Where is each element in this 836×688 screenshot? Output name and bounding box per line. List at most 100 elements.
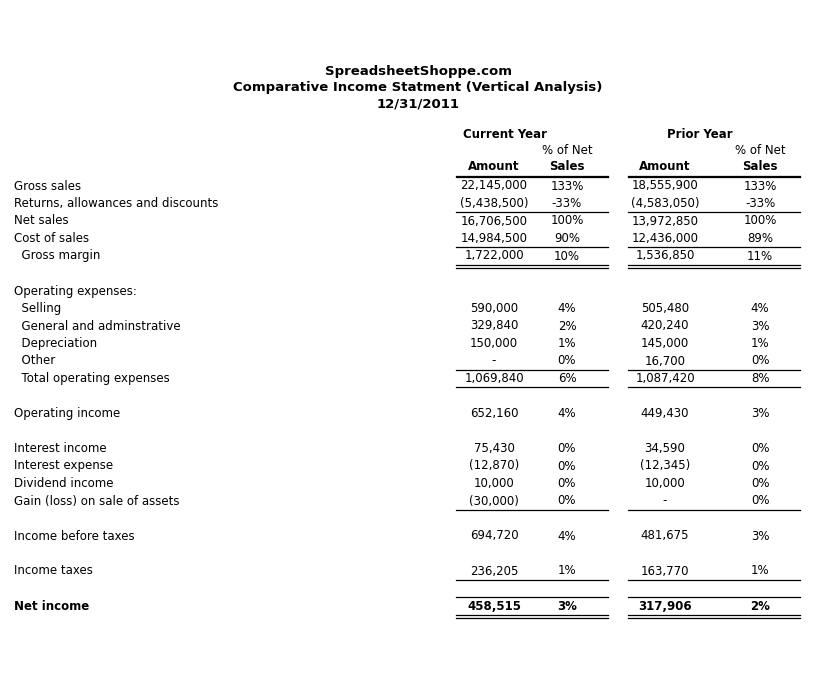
Text: 590,000: 590,000: [469, 302, 517, 315]
Text: Sales: Sales: [548, 160, 584, 173]
Text: 16,706,500: 16,706,500: [460, 215, 527, 228]
Text: 236,205: 236,205: [469, 564, 517, 577]
Text: Net sales: Net sales: [14, 215, 69, 228]
Text: Interest income: Interest income: [14, 442, 106, 455]
Text: Total operating expenses: Total operating expenses: [14, 372, 170, 385]
Text: -: -: [492, 354, 496, 367]
Text: 10,000: 10,000: [473, 477, 514, 490]
Text: 420,240: 420,240: [640, 319, 688, 332]
Text: Gross sales: Gross sales: [14, 180, 81, 193]
Text: 1%: 1%: [557, 564, 576, 577]
Text: 1,722,000: 1,722,000: [464, 250, 523, 263]
Text: 8%: 8%: [750, 372, 768, 385]
Text: Prior Year: Prior Year: [666, 127, 732, 140]
Text: 329,840: 329,840: [469, 319, 517, 332]
Text: 505,480: 505,480: [640, 302, 688, 315]
Text: -33%: -33%: [551, 197, 581, 210]
Text: Operating income: Operating income: [14, 407, 120, 420]
Text: 4%: 4%: [750, 302, 768, 315]
Text: (30,000): (30,000): [468, 495, 518, 508]
Text: (12,870): (12,870): [468, 460, 518, 473]
Text: Cost of sales: Cost of sales: [14, 232, 89, 245]
Text: Comparative Income Statment (Vertical Analysis): Comparative Income Statment (Vertical An…: [233, 81, 602, 94]
Text: 3%: 3%: [557, 599, 576, 612]
Text: -33%: -33%: [744, 197, 774, 210]
Text: Gross margin: Gross margin: [14, 250, 100, 263]
Text: 0%: 0%: [750, 460, 768, 473]
Text: 0%: 0%: [750, 495, 768, 508]
Text: 163,770: 163,770: [640, 564, 688, 577]
Text: 12,436,000: 12,436,000: [630, 232, 698, 245]
Text: Returns, allowances and discounts: Returns, allowances and discounts: [14, 197, 218, 210]
Text: 0%: 0%: [557, 495, 575, 508]
Text: % of Net: % of Net: [734, 144, 784, 156]
Text: 0%: 0%: [750, 442, 768, 455]
Text: Gain (loss) on sale of assets: Gain (loss) on sale of assets: [14, 495, 179, 508]
Text: 10,000: 10,000: [644, 477, 685, 490]
Text: 90%: 90%: [553, 232, 579, 245]
Text: Net income: Net income: [14, 599, 89, 612]
Text: % of Net: % of Net: [541, 144, 592, 156]
Text: 694,720: 694,720: [469, 530, 517, 543]
Text: 1,069,840: 1,069,840: [464, 372, 523, 385]
Text: 1%: 1%: [557, 337, 576, 350]
Text: (12,345): (12,345): [639, 460, 690, 473]
Text: 89%: 89%: [746, 232, 772, 245]
Text: 481,675: 481,675: [640, 530, 688, 543]
Text: 2%: 2%: [749, 599, 769, 612]
Text: 1,536,850: 1,536,850: [635, 250, 694, 263]
Text: 449,430: 449,430: [640, 407, 688, 420]
Text: 133%: 133%: [549, 180, 583, 193]
Text: 0%: 0%: [750, 477, 768, 490]
Text: 0%: 0%: [750, 354, 768, 367]
Text: 10%: 10%: [553, 250, 579, 263]
Text: 317,906: 317,906: [637, 599, 691, 612]
Text: 1%: 1%: [750, 564, 768, 577]
Text: 34,590: 34,590: [644, 442, 685, 455]
Text: 3%: 3%: [750, 530, 768, 543]
Text: (5,438,500): (5,438,500): [459, 197, 528, 210]
Text: (4,583,050): (4,583,050): [630, 197, 698, 210]
Text: 458,515: 458,515: [466, 599, 520, 612]
Text: 14,984,500: 14,984,500: [460, 232, 527, 245]
Text: Operating expenses:: Operating expenses:: [14, 285, 137, 297]
Text: 133%: 133%: [742, 180, 776, 193]
Text: 3%: 3%: [750, 407, 768, 420]
Text: Depreciation: Depreciation: [14, 337, 97, 350]
Text: 18,555,900: 18,555,900: [631, 180, 697, 193]
Text: Sales: Sales: [742, 160, 777, 173]
Text: Income before taxes: Income before taxes: [14, 530, 135, 543]
Text: General and adminstrative: General and adminstrative: [14, 319, 181, 332]
Text: 16,700: 16,700: [644, 354, 685, 367]
Text: Interest expense: Interest expense: [14, 460, 113, 473]
Text: 22,145,000: 22,145,000: [460, 180, 527, 193]
Text: 0%: 0%: [557, 460, 575, 473]
Text: Amount: Amount: [467, 160, 519, 173]
Text: 12/31/2011: 12/31/2011: [376, 98, 459, 111]
Text: 4%: 4%: [557, 530, 576, 543]
Text: Current Year: Current Year: [462, 127, 547, 140]
Text: SpreadsheetShoppe.com: SpreadsheetShoppe.com: [324, 65, 511, 78]
Text: Dividend income: Dividend income: [14, 477, 114, 490]
Text: 4%: 4%: [557, 407, 576, 420]
Text: Other: Other: [14, 354, 55, 367]
Text: Selling: Selling: [14, 302, 61, 315]
Text: 75,430: 75,430: [473, 442, 514, 455]
Text: 3%: 3%: [750, 319, 768, 332]
Text: 100%: 100%: [549, 215, 583, 228]
Text: 2%: 2%: [557, 319, 576, 332]
Text: -: -: [662, 495, 666, 508]
Text: 11%: 11%: [746, 250, 772, 263]
Text: 6%: 6%: [557, 372, 576, 385]
Text: 150,000: 150,000: [469, 337, 517, 350]
Text: 1,087,420: 1,087,420: [635, 372, 694, 385]
Text: 1%: 1%: [750, 337, 768, 350]
Text: Income taxes: Income taxes: [14, 564, 93, 577]
Text: 4%: 4%: [557, 302, 576, 315]
Text: 652,160: 652,160: [469, 407, 517, 420]
Text: 0%: 0%: [557, 477, 575, 490]
Text: Amount: Amount: [639, 160, 690, 173]
Text: 145,000: 145,000: [640, 337, 688, 350]
Text: 0%: 0%: [557, 354, 575, 367]
Text: 100%: 100%: [742, 215, 776, 228]
